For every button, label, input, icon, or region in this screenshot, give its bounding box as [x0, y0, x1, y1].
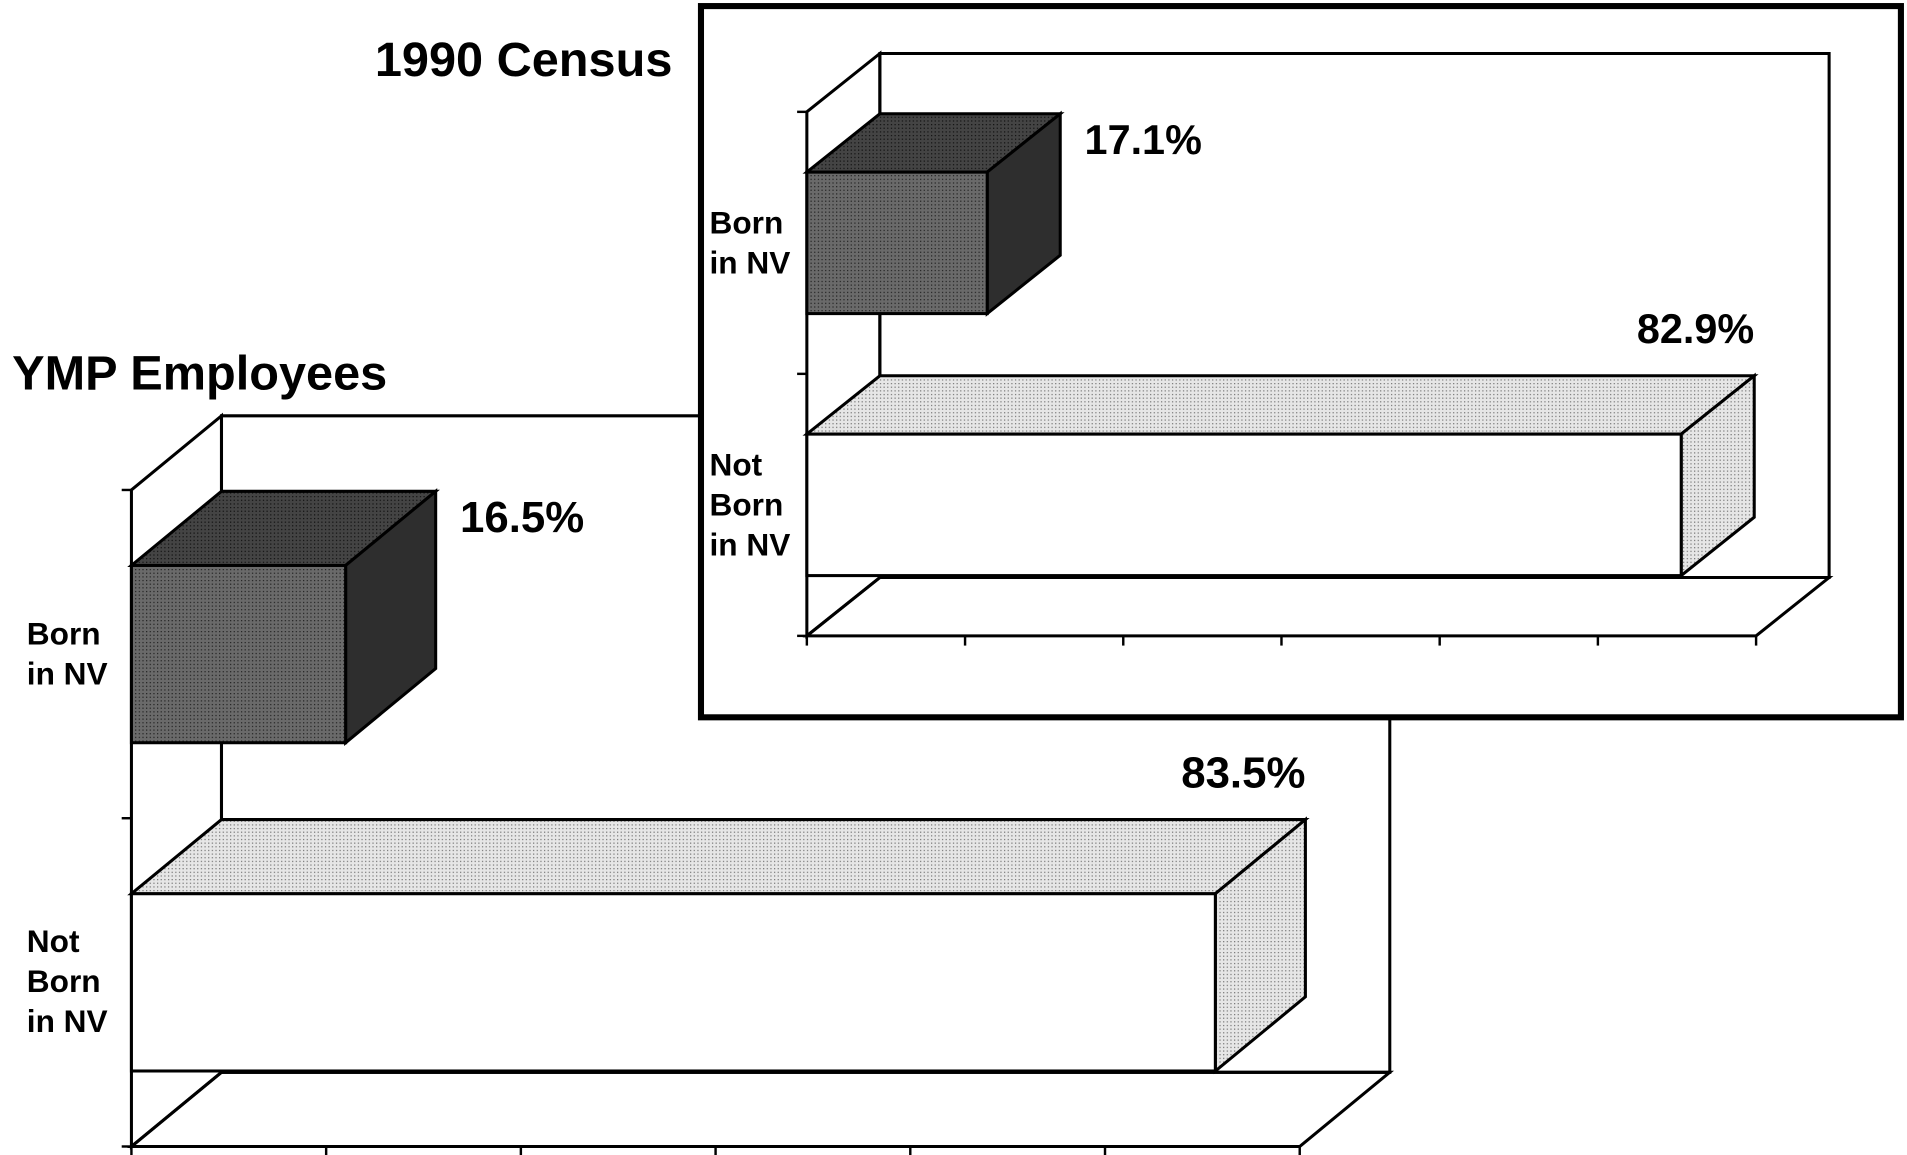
value-label: 83.5%: [1181, 748, 1305, 797]
category-label: Born in NV: [709, 203, 791, 281]
bar-top: [802, 374, 1759, 436]
value-label: 82.9%: [1637, 306, 1754, 352]
category-label: Not Born in NV: [26, 923, 108, 1041]
category-label-box: Not Born in NV: [709, 434, 809, 575]
category-label: Not Born in NV: [709, 445, 791, 563]
bar: [805, 170, 989, 316]
category-label-wrap: Not Born in NV: [27, 894, 127, 1071]
chart-title: 1990 Census: [375, 33, 673, 87]
category-label-wrap: Born in NV: [709, 172, 809, 313]
category-label-box: Not Born in NV: [27, 894, 127, 1071]
bar: [129, 563, 348, 745]
chart-title: YMP Employees: [12, 347, 387, 401]
category-label-wrap: Not Born in NV: [709, 434, 809, 575]
value-label: 17.1%: [1085, 117, 1202, 163]
category-label-wrap: Born in NV: [27, 565, 127, 742]
category-label: Born in NV: [26, 615, 108, 692]
value-label: 16.5%: [460, 493, 584, 542]
category-label-box: Born in NV: [27, 565, 127, 742]
bar-top: [127, 818, 1310, 896]
floor: [127, 1070, 1395, 1149]
bar: [129, 892, 1217, 1073]
category-label-box: Born in NV: [709, 172, 809, 313]
bar: [805, 432, 1683, 578]
